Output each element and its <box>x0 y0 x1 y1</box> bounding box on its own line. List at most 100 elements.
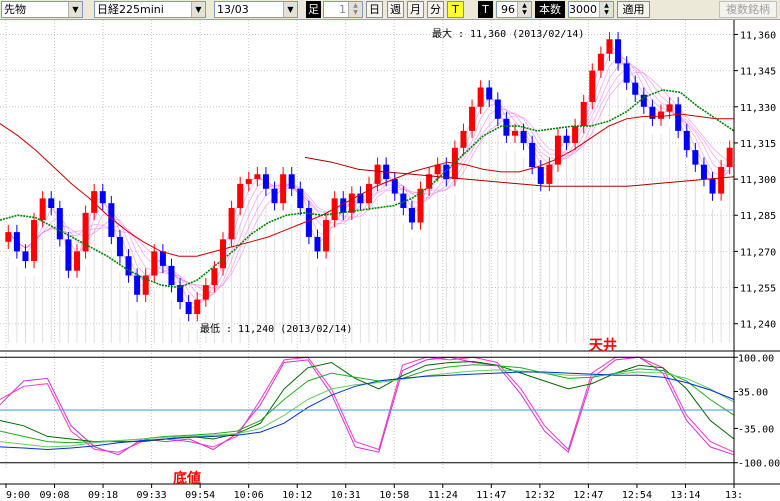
interval-day-button[interactable]: 日 <box>366 1 383 18</box>
price-tick-label: 11,255 <box>740 284 776 295</box>
osc-tick-label: -100.00 <box>738 459 780 470</box>
time-tick-label: 10:06 <box>234 490 264 501</box>
time-tick-label: 12:32 <box>525 490 555 501</box>
interval-tick-button[interactable]: T <box>447 1 464 18</box>
candle-body <box>486 87 493 100</box>
candle-body <box>262 174 269 189</box>
candle-body <box>168 265 175 286</box>
candle-body <box>374 164 381 184</box>
tick-count-value: 96 <box>501 3 515 16</box>
candle-body <box>494 99 501 119</box>
chevron-down-icon[interactable]: ▼ <box>68 2 82 17</box>
count-input[interactable]: 3000 ▲ ▼ <box>568 1 614 18</box>
price-tick-label: 11,345 <box>740 67 776 78</box>
count-label: 本数 <box>535 1 565 18</box>
candle-body <box>280 174 287 204</box>
candle-body <box>202 285 209 300</box>
candle-body <box>177 285 184 303</box>
candle-body <box>391 179 398 194</box>
candle-body <box>640 94 647 107</box>
ma-long-line <box>0 113 734 257</box>
candle-body <box>297 188 304 209</box>
oscillator-line <box>0 356 735 453</box>
chart-toolbar: 先物 ▼ 日経225mini ▼ 13/03 ▼ 足 1 ▲ ▼ 日 週 月 分 … <box>0 0 780 20</box>
candle-body <box>649 106 656 119</box>
candle-body <box>340 198 347 213</box>
candle-body <box>237 183 244 209</box>
candle-body <box>142 275 149 295</box>
tick-label: T <box>478 1 493 18</box>
candle-body <box>666 104 673 112</box>
product-value: 日経225mini <box>97 3 164 16</box>
time-tick-label: 10:58 <box>379 490 409 501</box>
candle-body <box>219 239 227 269</box>
candle-body <box>477 87 484 107</box>
candle-body <box>159 251 166 266</box>
contract-select[interactable]: 13/03 ▼ <box>214 1 298 18</box>
time-tick-label: 09:54 <box>185 490 215 501</box>
chevron-down-icon[interactable]: ▼ <box>191 2 205 17</box>
candle-body <box>31 220 38 262</box>
candle-body <box>709 179 716 194</box>
candle-body <box>554 135 561 165</box>
volume-background <box>7 68 731 343</box>
instrument-type-select[interactable]: 先物 ▼ <box>1 1 83 18</box>
osc-tick-label: 100.00 <box>738 353 774 364</box>
candle-body <box>357 193 364 204</box>
candle-body <box>546 164 553 184</box>
candle-body <box>73 251 81 271</box>
compare-symbols-button[interactable]: 複数銘柄 <box>719 1 777 18</box>
candle-body <box>134 275 141 295</box>
time-tick-label: 10:12 <box>282 490 312 501</box>
time-tick-label: 11:24 <box>428 490 458 501</box>
apply-button[interactable]: 適用 <box>617 1 650 18</box>
price-tick-label: 11,315 <box>740 139 776 150</box>
candle-body <box>39 198 46 221</box>
product-select[interactable]: 日経225mini ▼ <box>94 1 206 18</box>
candle-body <box>511 130 519 136</box>
time-tick-label: 12:54 <box>622 490 652 501</box>
axes: 11,360 11,345 11,330 11,315 11,300 11,285 11,2… <box>0 20 780 501</box>
interval-week-button[interactable]: 週 <box>387 1 404 18</box>
candle-body <box>426 174 433 189</box>
candle-body <box>185 302 192 315</box>
candle-body <box>82 212 89 252</box>
price-tick-label: 11,300 <box>740 175 776 186</box>
chevron-down-icon[interactable]: ▼ <box>283 2 297 17</box>
price-chart[interactable]: 11,360 11,345 11,330 11,315 11,300 11,285 11,2… <box>0 20 780 501</box>
candle-body <box>116 236 123 257</box>
candle-body <box>305 208 312 237</box>
candle-body <box>194 299 201 315</box>
candle-body <box>408 208 415 223</box>
candle-body <box>48 198 55 209</box>
candle-body <box>151 251 158 276</box>
price-tick-label: 11,360 <box>740 30 776 41</box>
ceiling-annotation: 天井 <box>589 337 617 354</box>
candle-body <box>460 130 467 148</box>
candle-body <box>657 111 665 119</box>
spinner-icon[interactable]: ▲ ▼ <box>517 2 531 17</box>
ma-short-line <box>0 89 735 289</box>
tick-count-input[interactable]: 96 ▲ ▼ <box>496 1 532 18</box>
min-price-annotation: 最低 : 11,240 (2013/02/14) <box>200 322 352 335</box>
period-input[interactable]: 1 ▲ ▼ <box>323 1 363 18</box>
candle-body <box>417 188 424 223</box>
candle-body <box>99 191 106 204</box>
instrument-type-value: 先物 <box>4 3 26 16</box>
candle-body <box>91 191 98 213</box>
interval-month-button[interactable]: 月 <box>407 1 424 18</box>
oscillator-line <box>0 356 735 456</box>
candle-body <box>348 193 355 213</box>
candle-body <box>606 39 613 54</box>
candle-body <box>365 183 373 204</box>
spinner-icon[interactable]: ▲ ▼ <box>348 2 362 17</box>
spinner-icon[interactable]: ▲ ▼ <box>599 2 613 17</box>
candle-body <box>108 203 115 237</box>
interval-minute-button[interactable]: 分 <box>427 1 444 18</box>
candle-body <box>400 193 407 209</box>
candle-body <box>288 174 295 189</box>
time-tick-label: 11:47 <box>476 490 506 501</box>
candle-body <box>245 179 252 184</box>
candle-body <box>434 164 441 175</box>
bottom-annotation: 底値 <box>173 470 201 487</box>
